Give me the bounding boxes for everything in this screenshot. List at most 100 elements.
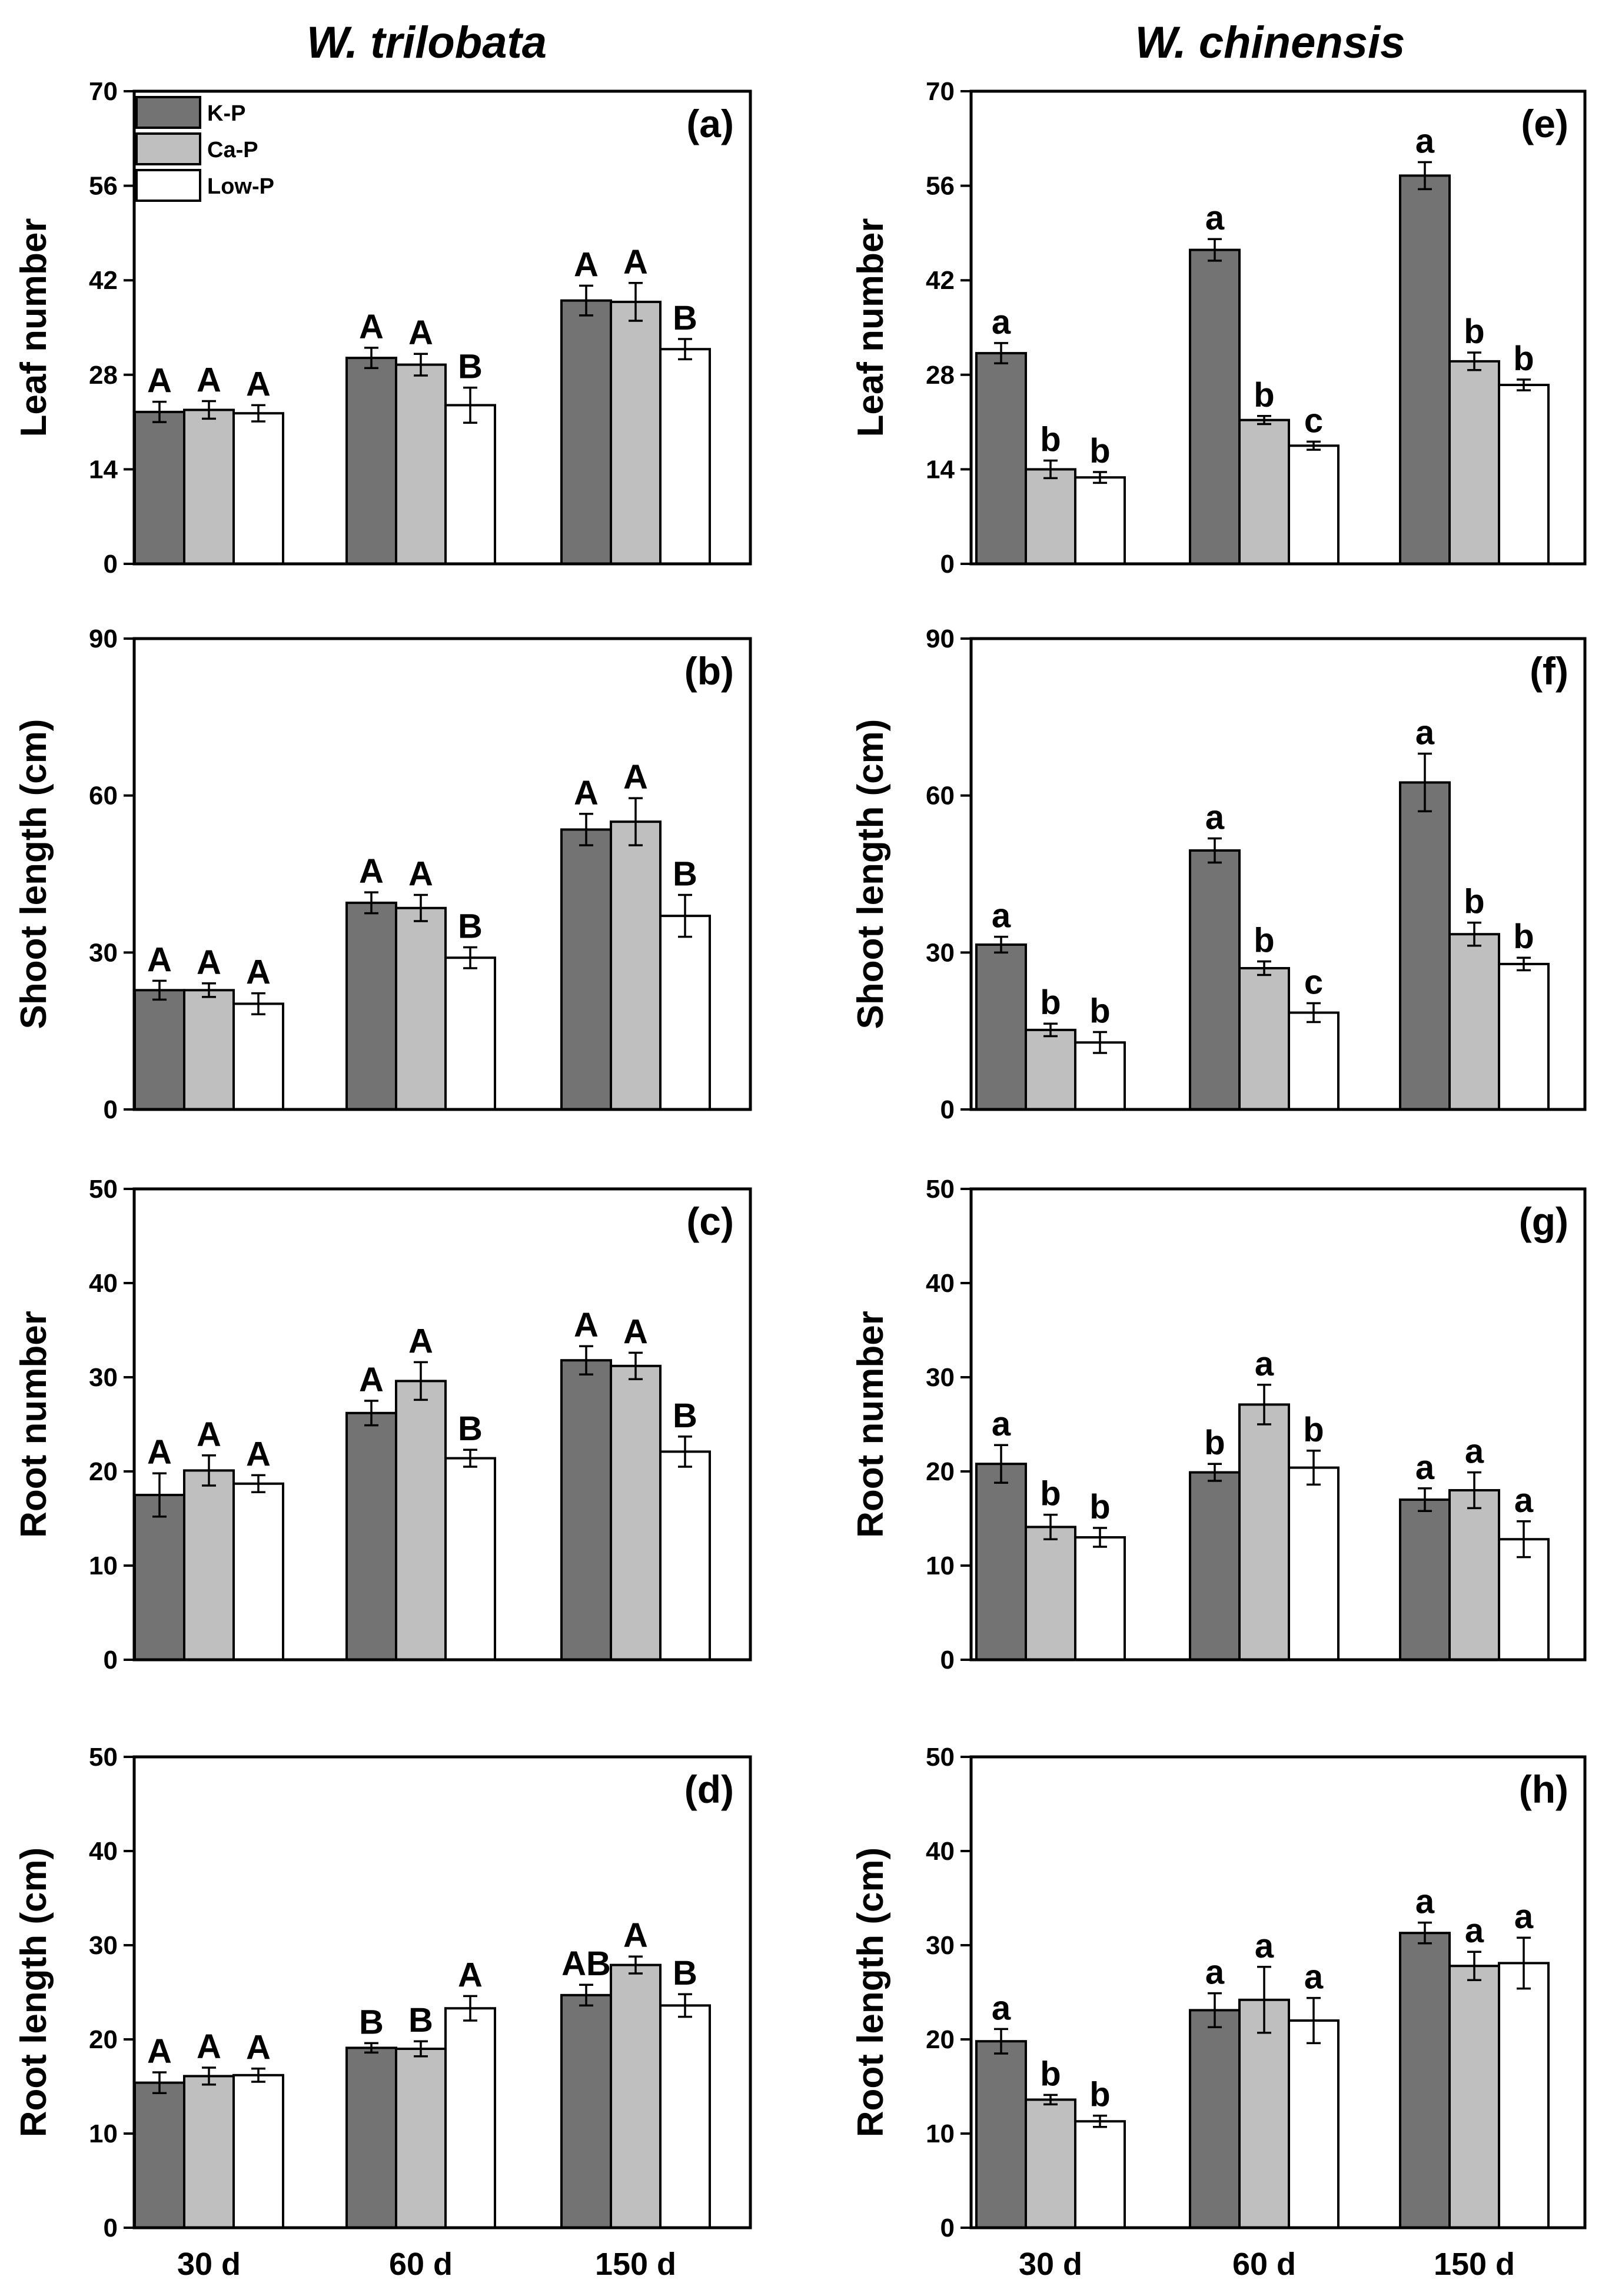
plot-frame <box>969 89 1587 566</box>
bar <box>560 1993 612 2229</box>
significance-letter: A <box>197 1416 221 1454</box>
legend-label: Low-P <box>207 174 274 199</box>
y-tick-label: 20 <box>89 2025 118 2054</box>
y-tick-label: 42 <box>89 266 118 295</box>
bar <box>1288 1011 1340 1111</box>
y-tick-label: 50 <box>926 1743 955 1772</box>
significance-letter: b <box>1040 2055 1061 2093</box>
significance-letter: AB <box>561 1945 611 1983</box>
significance-letter: b <box>1040 983 1061 1022</box>
significance-letter: A <box>574 774 599 812</box>
significance-letter: b <box>1040 420 1061 458</box>
bar <box>1399 1932 1451 2229</box>
bar <box>1189 1471 1241 1662</box>
significance-letter: a <box>1255 1927 1274 1965</box>
significance-letter: c <box>1304 963 1323 1002</box>
plot-frame <box>132 1755 752 2229</box>
bar <box>560 828 612 1111</box>
panel-label: (a) <box>686 102 734 145</box>
significance-letter: B <box>673 855 697 893</box>
y-axis-label: Shoot length (cm) <box>14 719 54 1029</box>
bar <box>1448 933 1500 1111</box>
significance-letter: b <box>1464 883 1484 921</box>
y-tick-label: 30 <box>926 938 955 967</box>
y-tick-label: 30 <box>89 938 118 967</box>
significance-letter: B <box>458 1410 483 1448</box>
bar <box>345 901 397 1111</box>
bar <box>444 956 496 1111</box>
significance-letter: b <box>1464 313 1484 351</box>
bar <box>1238 1998 1290 2229</box>
bar <box>659 1450 711 1661</box>
x-tick-label: 150 d <box>1434 2247 1515 2282</box>
panel-label: (e) <box>1521 102 1568 145</box>
bar <box>1189 2009 1241 2229</box>
bar <box>1025 468 1076 566</box>
significance-letter: b <box>1089 1488 1110 1526</box>
y-tick-label: 40 <box>926 1837 955 1866</box>
significance-letter: b <box>1303 1411 1324 1449</box>
significance-letter: a <box>1304 1958 1324 1996</box>
bar <box>610 820 662 1111</box>
significance-letter: A <box>408 855 433 893</box>
y-tick-label: 0 <box>104 1646 118 1674</box>
y-axis-label: Root length (cm) <box>14 1848 54 2138</box>
bar <box>1288 444 1340 565</box>
bar <box>134 410 185 566</box>
y-tick-label: 60 <box>89 782 118 810</box>
significance-letter: a <box>1415 122 1435 160</box>
bar <box>610 1963 662 2229</box>
y-tick-label: 30 <box>926 1363 955 1392</box>
significance-letter: b <box>1089 432 1110 470</box>
y-tick-label: 0 <box>940 1095 955 1124</box>
y-tick-label: 10 <box>926 2119 955 2148</box>
bar <box>1025 2098 1076 2229</box>
bar <box>1074 2120 1126 2229</box>
significance-letter: a <box>1415 714 1435 752</box>
bar <box>1288 1466 1340 1662</box>
y-tick-label: 28 <box>89 361 118 390</box>
legend-label: K-P <box>207 101 245 126</box>
bar <box>975 943 1027 1111</box>
bar <box>1025 1028 1076 1111</box>
y-tick-label: 40 <box>89 1837 118 1866</box>
bar <box>1498 1538 1550 1661</box>
significance-letter: a <box>992 1405 1011 1443</box>
significance-letter: B <box>458 907 483 945</box>
bar <box>134 1494 185 1661</box>
bar <box>232 1002 284 1111</box>
significance-letter: B <box>359 2003 384 2041</box>
y-tick-label: 10 <box>926 1551 955 1580</box>
significance-letter: a <box>1255 1345 1274 1383</box>
significance-letter: b <box>1254 376 1274 414</box>
significance-letter: b <box>1089 992 1110 1030</box>
bar <box>975 2040 1027 2229</box>
x-tick-label: 60 d <box>1232 2247 1296 2282</box>
significance-letter: A <box>623 758 648 796</box>
significance-letter: b <box>1040 1475 1061 1513</box>
bar <box>183 1469 235 1661</box>
significance-letter: A <box>359 308 384 346</box>
significance-letter: a <box>1415 1448 1435 1487</box>
significance-letter: A <box>574 1306 599 1344</box>
significance-letter: A <box>147 2032 172 2071</box>
significance-letter: b <box>1254 921 1274 959</box>
x-tick-label: 150 d <box>595 2247 676 2282</box>
significance-letter: a <box>1465 1433 1484 1471</box>
y-tick-label: 20 <box>89 1457 118 1486</box>
y-tick-label: 50 <box>89 1175 118 1204</box>
significance-letter: b <box>1513 340 1534 378</box>
plot-frame <box>132 89 752 566</box>
panel-label: (d) <box>684 1767 734 1811</box>
bar <box>610 300 662 565</box>
legend: K-P Ca-P Low-P <box>135 96 274 202</box>
bar <box>183 408 235 565</box>
significance-letter: A <box>197 2028 221 2066</box>
bar <box>1074 476 1126 565</box>
legend-swatch <box>135 169 201 202</box>
bar <box>1448 1489 1500 1661</box>
